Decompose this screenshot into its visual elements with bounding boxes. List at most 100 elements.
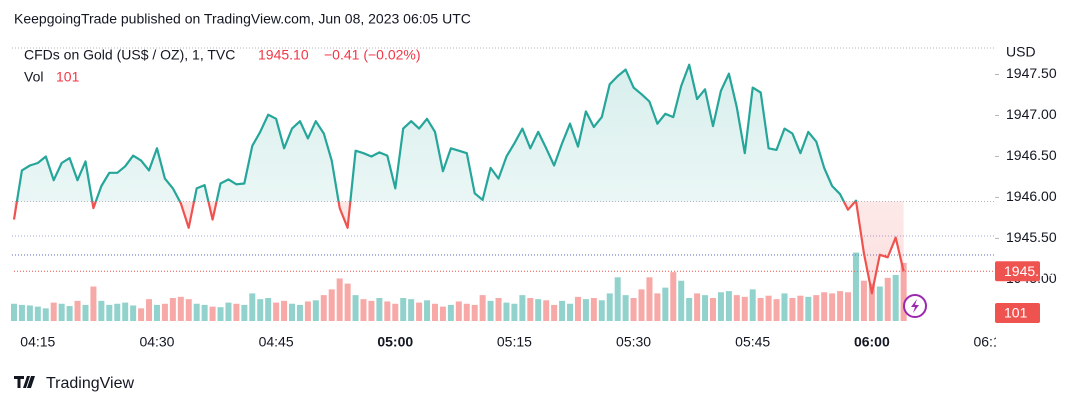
volume-bar xyxy=(106,304,113,321)
volume-bar xyxy=(336,278,343,321)
volume-bar xyxy=(312,300,319,321)
last-price-axis-label: 1945.10 xyxy=(1004,263,1055,279)
volume-bar xyxy=(376,298,383,321)
volume-bar xyxy=(606,293,613,321)
volume-title: Vol xyxy=(24,69,43,85)
x-tick-label: 06:15 xyxy=(973,334,1008,350)
volume-bar xyxy=(789,298,796,321)
volume-bar xyxy=(98,300,105,321)
volume-bar xyxy=(725,291,732,321)
volume-bar xyxy=(852,252,859,321)
volume-bar xyxy=(265,298,272,321)
volume-bar xyxy=(622,295,629,321)
y-tick-label: 1947.50 xyxy=(1006,65,1057,81)
volume-bar xyxy=(805,296,812,321)
x-tick-label: 05:30 xyxy=(616,334,651,350)
volume-bar xyxy=(813,295,820,321)
volume-bar xyxy=(551,304,558,321)
volume-bar xyxy=(702,295,709,321)
volume-bar xyxy=(733,295,740,321)
volume-axis-label: 101 xyxy=(1004,305,1028,321)
x-tick-label: 04:45 xyxy=(259,334,294,350)
volume-bar xyxy=(146,299,153,321)
volume-bar xyxy=(439,306,446,321)
volume-bar xyxy=(90,286,97,321)
volume-bar xyxy=(289,303,296,321)
volume-bar xyxy=(114,303,121,321)
volume-bar xyxy=(709,298,716,321)
volume-bar xyxy=(559,300,566,321)
logo xyxy=(14,376,35,388)
volume-bar xyxy=(257,299,264,321)
volume-bar xyxy=(646,277,653,321)
volume-bar xyxy=(352,295,359,321)
volume-bar xyxy=(18,304,25,321)
volume-bar xyxy=(185,299,192,321)
volume-bar xyxy=(233,303,240,321)
volume-bar xyxy=(781,293,788,321)
volume-bar xyxy=(281,300,288,321)
volume-bar xyxy=(122,302,129,321)
volume-bar xyxy=(424,300,431,321)
x-tick-label: 04:30 xyxy=(139,334,174,350)
plot xyxy=(11,63,995,321)
volume-bar xyxy=(821,292,828,321)
alert-icon[interactable] xyxy=(903,294,927,318)
volume-bar xyxy=(829,293,836,321)
currency: USD xyxy=(1006,44,1036,60)
y-tick-label: 1947.00 xyxy=(1006,106,1057,122)
x-axis: 04:15 04:30 04:45 05:00 05:15 05:30 05:45 06:00… xyxy=(20,334,1008,350)
volume-bar xyxy=(26,305,33,321)
publisher: KeepgoingTrade published on TradingView.… xyxy=(14,11,471,27)
alert-bolt[interactable] xyxy=(911,299,919,313)
volume-bar xyxy=(773,299,780,321)
volume-bar xyxy=(400,298,407,321)
volume-bar xyxy=(837,291,844,321)
volume-bar xyxy=(138,308,145,321)
volume-bar xyxy=(535,299,542,321)
volume-bar xyxy=(296,304,303,321)
x-tick-label: 05:15 xyxy=(497,334,532,350)
volume-bar xyxy=(598,300,605,321)
volume-bar xyxy=(384,301,391,321)
volume-bar xyxy=(574,296,581,321)
volume-bar xyxy=(209,306,216,321)
volume-bar xyxy=(50,302,57,321)
volume-bar xyxy=(892,275,899,321)
volume-bar xyxy=(495,298,502,321)
volume-bar xyxy=(241,304,248,321)
volume-bar xyxy=(582,299,589,321)
volume-bar xyxy=(757,298,764,321)
volume-bar xyxy=(273,302,280,321)
y-tick-label: 1945.50 xyxy=(1006,229,1057,245)
area-up xyxy=(16,64,857,202)
volume-bar xyxy=(360,299,367,321)
volume-bar xyxy=(876,286,883,321)
x-tick-label: 06:00 xyxy=(854,334,890,350)
volume-bar xyxy=(654,293,661,321)
volume-bar xyxy=(749,289,756,321)
logo-mark xyxy=(14,376,35,388)
volume-bar xyxy=(11,303,17,321)
volume-bar xyxy=(416,302,423,321)
volume-bar xyxy=(741,296,748,321)
volume-bar xyxy=(487,300,494,321)
volume-bar xyxy=(686,298,693,321)
volume-bar xyxy=(249,293,256,321)
volume-bar xyxy=(368,300,375,321)
volume-bar xyxy=(884,277,891,321)
volume-bar xyxy=(590,298,597,321)
volume-bar xyxy=(217,307,224,321)
x-tick-label: 04:15 xyxy=(20,334,55,350)
volume-bar xyxy=(431,303,438,321)
volume-bar xyxy=(868,283,875,321)
volume-bar xyxy=(161,303,168,321)
volume-bar xyxy=(408,299,415,321)
volume-bar xyxy=(447,304,454,321)
volume-last: 101 xyxy=(56,69,80,85)
y-tick-label: 1946.50 xyxy=(1006,147,1057,163)
x-tick-label: 05:45 xyxy=(735,334,770,350)
volume-bar xyxy=(511,303,518,321)
volume-bar xyxy=(66,306,73,321)
